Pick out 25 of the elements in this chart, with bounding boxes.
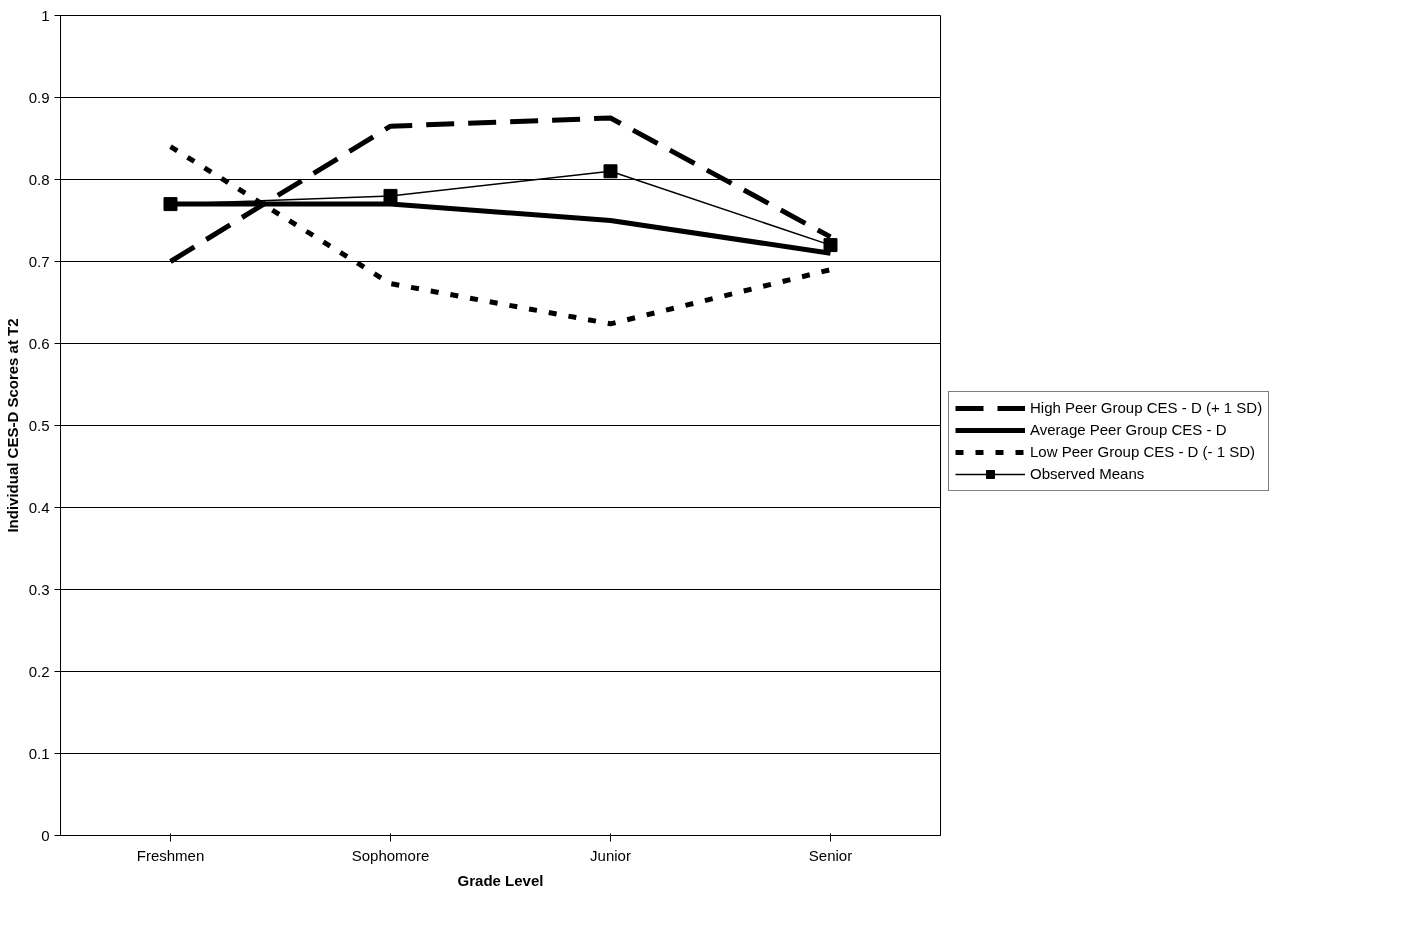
point bbox=[823, 238, 838, 253]
y-tick-label: 0.8 bbox=[28, 170, 50, 188]
y-tick-label: 0 bbox=[41, 826, 50, 844]
y-tick-label: 0.3 bbox=[28, 580, 50, 598]
legend-label: High Peer Group CES - D (+ 1 SD) bbox=[1030, 399, 1263, 417]
y-axis-title: Individual CES-D Scores at T2 bbox=[3, 318, 21, 533]
x-axis-title: Grade Level bbox=[457, 871, 544, 889]
y-tick-label: 0.9 bbox=[28, 88, 50, 106]
y-tick-label: 0.4 bbox=[28, 498, 50, 516]
x-tick-label: Junior bbox=[590, 846, 631, 864]
y-tick-label: 0.7 bbox=[28, 252, 50, 270]
legend-label: Observed Means bbox=[1030, 465, 1145, 483]
point bbox=[163, 197, 178, 212]
x-tick-label: Freshmen bbox=[136, 846, 205, 864]
legend-label: Low Peer Group CES - D (- 1 SD) bbox=[1030, 443, 1256, 461]
y-tick-label: 0.5 bbox=[28, 416, 50, 434]
point bbox=[383, 188, 398, 203]
x-tick-label: Senior bbox=[808, 846, 853, 864]
legend-label: Average Peer Group CES - D bbox=[1030, 421, 1227, 439]
x-tick-label: Sophomore bbox=[351, 846, 430, 864]
y-tick-label: 1 bbox=[41, 6, 50, 24]
y-tick-label: 0.2 bbox=[28, 662, 50, 680]
point bbox=[603, 164, 618, 179]
y-tick-label: 0.6 bbox=[28, 334, 50, 352]
y-tick-label: 0.1 bbox=[28, 744, 50, 762]
